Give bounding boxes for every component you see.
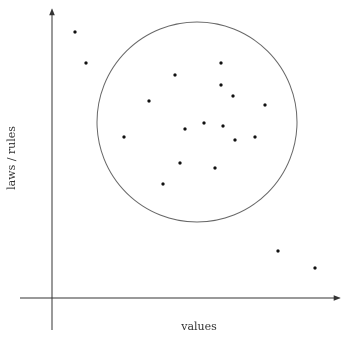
outside-points [73, 30, 317, 270]
point [263, 103, 267, 107]
inside-points [122, 61, 267, 186]
point [219, 61, 223, 65]
point [84, 61, 88, 65]
y-axis-label: laws / rules [5, 126, 18, 190]
point [213, 166, 217, 170]
point [178, 161, 182, 165]
point [161, 182, 165, 186]
grouping-circle [96, 21, 298, 223]
point [221, 124, 225, 128]
point [253, 135, 257, 139]
point [313, 266, 317, 270]
point [73, 30, 77, 34]
point [173, 73, 177, 77]
point [183, 127, 187, 131]
point [219, 83, 223, 87]
point [231, 94, 235, 98]
point [122, 135, 126, 139]
point [147, 99, 151, 103]
x-axis-label: values [180, 320, 217, 333]
point [202, 121, 206, 125]
point [276, 249, 280, 253]
point [233, 138, 237, 142]
